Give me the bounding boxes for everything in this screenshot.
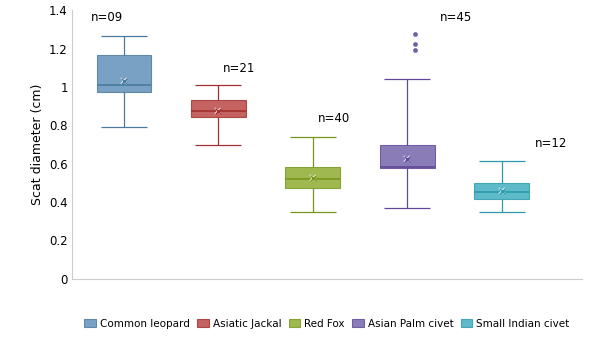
Legend: Common leopard, Asiatic Jackal, Red Fox, Asian Palm civet, Small Indian civet: Common leopard, Asiatic Jackal, Red Fox,… [80,314,574,333]
Bar [380,144,434,169]
Bar [475,183,529,199]
Text: n=21: n=21 [223,63,256,75]
Y-axis label: Scat diameter (cm): Scat diameter (cm) [31,84,44,205]
Text: n=09: n=09 [91,11,123,24]
Text: n=12: n=12 [535,137,567,150]
Text: n=45: n=45 [440,11,473,24]
Text: n=40: n=40 [317,112,350,125]
Bar [286,167,340,188]
Bar [191,100,246,117]
Bar [97,55,151,92]
